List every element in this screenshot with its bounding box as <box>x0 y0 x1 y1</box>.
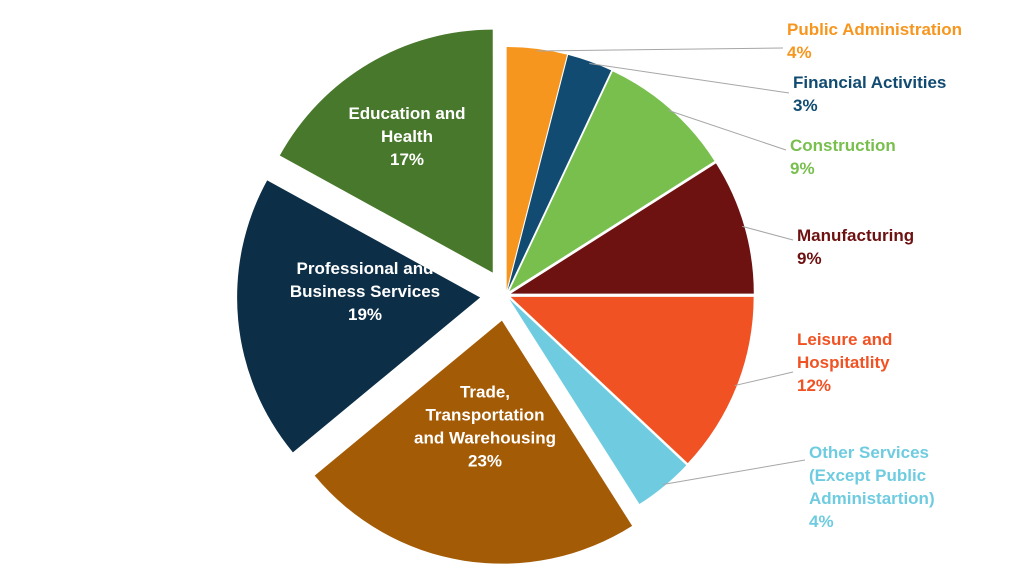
leader-line-financial-activities <box>589 63 790 94</box>
slice-label-line: Professional and <box>297 259 434 278</box>
slice-label-professional-and-business-services: Professional and Business Services 19% <box>290 259 440 324</box>
slice-label-line: Public Administration <box>787 20 962 39</box>
slice-label-line: Construction <box>790 136 896 155</box>
slice-label-line: 3% <box>793 96 818 115</box>
slice-label-line: Administartion) <box>809 489 935 508</box>
slice-label-line: 23% <box>468 452 502 471</box>
slice-label-manufacturing: Manufacturing 9% <box>797 226 914 268</box>
leader-line-other-services-except-public-administartion <box>662 459 806 486</box>
pie-slice-trade-transportation-and-warehousing <box>314 320 633 564</box>
slice-label-line: 9% <box>790 159 815 178</box>
pie-slice-leisure-and-hospitatlity <box>510 296 754 464</box>
slice-label-education-and-health: Education and Health 17% <box>348 104 465 169</box>
slice-label-line: Manufacturing <box>797 226 914 245</box>
leader-line-manufacturing <box>742 225 794 241</box>
slice-label-line: 12% <box>797 376 831 395</box>
pie-slice-other-services-except-public-administartion <box>509 298 687 505</box>
slice-label-line: Trade, <box>460 383 510 402</box>
leader-line-public-administration <box>536 47 784 52</box>
slice-label-line: and Warehousing <box>414 429 556 448</box>
slice-label-construction: Construction 9% <box>790 136 896 178</box>
slice-label-line: Hospitatlity <box>797 353 890 372</box>
slice-label-line: Education and <box>348 104 465 123</box>
slice-label-line: Leisure and <box>797 330 892 349</box>
slice-label-other-services-except-public-administartion: Other Services (Except Public Administarti… <box>809 443 935 531</box>
pie-slice-professional-and-business-services <box>237 180 481 453</box>
pie-slice-construction <box>509 71 715 292</box>
slice-label-line: Transportation <box>425 406 544 425</box>
leader-line-construction <box>668 109 787 151</box>
pie-slice-financial-activities <box>507 54 612 291</box>
slice-label-financial-activities: Financial Activities 3% <box>793 73 946 115</box>
pie-slice-education-and-health <box>279 29 493 273</box>
slice-label-line: 9% <box>797 249 822 268</box>
pie-slice-manufacturing <box>510 163 754 294</box>
slice-label-line: Other Services <box>809 443 929 462</box>
slice-label-line: Business Services <box>290 282 440 301</box>
slice-label-public-administration: Public Administration 4% <box>787 20 962 62</box>
slice-label-line: 4% <box>809 512 834 531</box>
pie-slice-public-administration <box>506 47 568 291</box>
slice-label-line: (Except Public <box>809 466 926 485</box>
slice-label-trade-transportation-and-warehousing: Trade, Transportation and Warehousing 23% <box>414 383 556 471</box>
slice-label-line: Financial Activities <box>793 73 946 92</box>
slice-label-line: 17% <box>390 150 424 169</box>
slice-label-leisure-and-hospitatlity: Leisure and Hospitatlity 12% <box>797 330 892 395</box>
slice-label-line: Health <box>381 127 433 146</box>
slice-label-line: 19% <box>348 305 382 324</box>
slice-label-line: 4% <box>787 43 812 62</box>
leader-line-leisure-and-hospitatlity <box>734 371 794 387</box>
